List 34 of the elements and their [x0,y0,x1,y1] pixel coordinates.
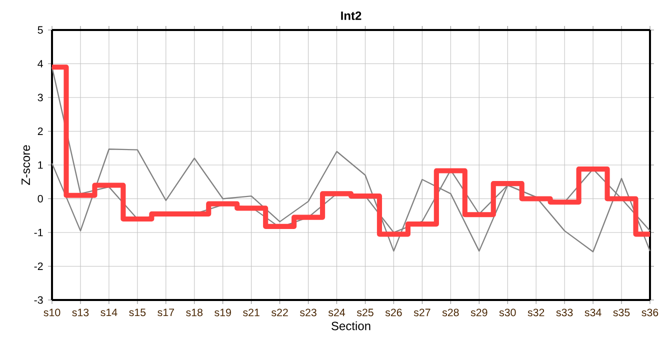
x-tick-label: s25 [356,308,374,316]
x-tick-label: s13 [72,308,89,316]
y-tick-label: 4 [38,60,43,68]
x-tick-label: s14 [100,308,118,316]
x-tick-label: s23 [300,308,316,316]
y-tick-label: 0 [38,194,43,203]
y-tick-label: 1 [38,161,43,169]
x-tick-label: s36 [642,308,658,316]
x-tick-label: s32 [528,308,544,316]
y-tick-label: 2 [38,128,43,135]
x-axis-title: Section [332,321,370,330]
y-tick-label: -3 [34,296,43,304]
x-tick-label: s26 [385,308,402,316]
x-tick-label: s34 [584,308,602,316]
y-tick-label: 5 [38,26,43,34]
x-tick-label: s29 [470,308,488,316]
x-tick-label: s17 [158,308,174,316]
x-tick-label: s18 [186,308,203,316]
chart-title: Int2 [341,11,362,20]
x-tick-label: s28 [442,308,459,316]
x-tick-label: s30 [499,308,516,316]
x-tick-label: s24 [328,308,346,316]
x-tick-label: s10 [44,308,60,316]
y-tick-label: 3 [38,94,43,102]
x-tick-label: s15 [129,308,146,316]
y-axis-title: Z-score [22,145,30,185]
x-tick-label: s19 [214,308,231,316]
y-tick-label: -2 [34,262,43,270]
x-tick-label: s33 [556,308,573,316]
x-tick-label: s21 [243,308,260,316]
x-tick-label: s35 [613,308,630,316]
x-tick-label: s22 [272,308,288,316]
x-tick-label: s27 [414,308,430,316]
y-tick-label: -1 [34,228,43,236]
